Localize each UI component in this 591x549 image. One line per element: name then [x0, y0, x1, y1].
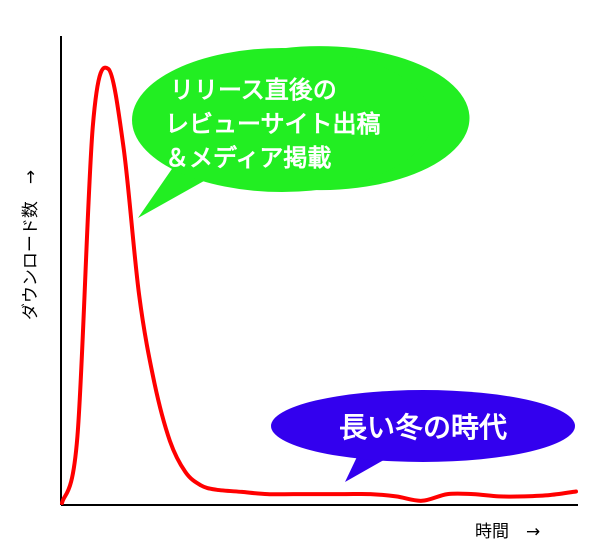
annotation-release-bubble: リリース直後の レビューサイト出稿 ＆メディア掲載 [132, 46, 470, 218]
annotation-winter-ellipse [271, 390, 575, 462]
annotation-release-line-1: リリース直後の [170, 76, 337, 104]
annotation-release-ellipse [132, 48, 432, 192]
annotation-release-line-2: レビューサイト出稿 [165, 110, 381, 138]
series-line-downloads [60, 65, 578, 505]
annotation-release-text: リリース直後の レビューサイト出稿 ＆メディア掲載 [165, 76, 389, 172]
annotation-release-line-3: ＆メディア掲載 [165, 144, 331, 172]
annotation-winter-text: 長い冬の時代 [339, 411, 507, 444]
annotation-winter-bubble: 長い冬の時代 [271, 390, 575, 482]
x-axis-label: 時間 → [475, 522, 540, 542]
y-axis-label: ダウンロード数 → [21, 170, 41, 320]
